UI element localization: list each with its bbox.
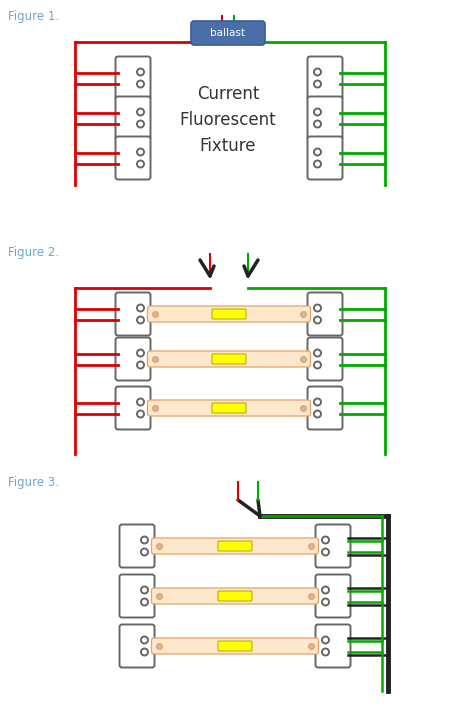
FancyBboxPatch shape — [116, 137, 151, 179]
FancyBboxPatch shape — [116, 56, 151, 100]
FancyBboxPatch shape — [116, 97, 151, 139]
Circle shape — [322, 599, 329, 606]
Circle shape — [137, 68, 144, 75]
Circle shape — [137, 398, 144, 405]
Circle shape — [314, 80, 321, 87]
Text: Figure 1.: Figure 1. — [8, 10, 59, 23]
FancyBboxPatch shape — [308, 137, 343, 179]
FancyBboxPatch shape — [316, 525, 350, 567]
Circle shape — [314, 304, 321, 311]
Circle shape — [141, 537, 148, 543]
FancyBboxPatch shape — [308, 338, 343, 380]
FancyBboxPatch shape — [308, 97, 343, 139]
Circle shape — [322, 636, 329, 643]
Circle shape — [322, 548, 329, 555]
FancyBboxPatch shape — [152, 538, 319, 554]
FancyBboxPatch shape — [119, 624, 155, 668]
Text: Figure 2.: Figure 2. — [8, 246, 59, 259]
Circle shape — [137, 304, 144, 311]
Circle shape — [137, 80, 144, 87]
Circle shape — [314, 410, 321, 417]
Circle shape — [322, 587, 329, 594]
FancyBboxPatch shape — [152, 638, 319, 654]
Circle shape — [314, 120, 321, 127]
FancyBboxPatch shape — [119, 574, 155, 617]
FancyBboxPatch shape — [116, 338, 151, 380]
FancyBboxPatch shape — [212, 309, 246, 319]
Circle shape — [137, 149, 144, 156]
FancyBboxPatch shape — [116, 292, 151, 336]
FancyBboxPatch shape — [308, 292, 343, 336]
Circle shape — [314, 161, 321, 168]
FancyBboxPatch shape — [212, 403, 246, 413]
Circle shape — [137, 109, 144, 115]
FancyBboxPatch shape — [316, 624, 350, 668]
Circle shape — [137, 410, 144, 417]
FancyBboxPatch shape — [316, 574, 350, 617]
Circle shape — [137, 350, 144, 356]
FancyBboxPatch shape — [116, 387, 151, 429]
FancyBboxPatch shape — [191, 21, 265, 45]
Circle shape — [137, 120, 144, 127]
FancyBboxPatch shape — [152, 588, 319, 604]
Circle shape — [137, 161, 144, 168]
FancyBboxPatch shape — [218, 591, 252, 601]
Circle shape — [314, 68, 321, 75]
Circle shape — [141, 548, 148, 555]
FancyBboxPatch shape — [147, 306, 310, 322]
FancyBboxPatch shape — [147, 351, 310, 367]
FancyBboxPatch shape — [212, 354, 246, 364]
Circle shape — [314, 350, 321, 356]
Circle shape — [314, 149, 321, 156]
Circle shape — [137, 316, 144, 324]
FancyBboxPatch shape — [119, 525, 155, 567]
FancyBboxPatch shape — [218, 641, 252, 651]
Circle shape — [314, 316, 321, 324]
Circle shape — [314, 361, 321, 368]
Text: ballast: ballast — [210, 28, 246, 38]
Circle shape — [137, 361, 144, 368]
Circle shape — [141, 599, 148, 606]
Circle shape — [314, 109, 321, 115]
FancyBboxPatch shape — [218, 541, 252, 551]
FancyBboxPatch shape — [308, 387, 343, 429]
Text: Figure 3.: Figure 3. — [8, 476, 59, 489]
Circle shape — [322, 537, 329, 543]
FancyBboxPatch shape — [308, 56, 343, 100]
FancyBboxPatch shape — [147, 400, 310, 416]
Circle shape — [141, 648, 148, 656]
Circle shape — [141, 587, 148, 594]
Circle shape — [314, 398, 321, 405]
Text: Current
Fluorescent
Fixture: Current Fluorescent Fixture — [180, 85, 276, 156]
Circle shape — [141, 636, 148, 643]
Circle shape — [322, 648, 329, 656]
